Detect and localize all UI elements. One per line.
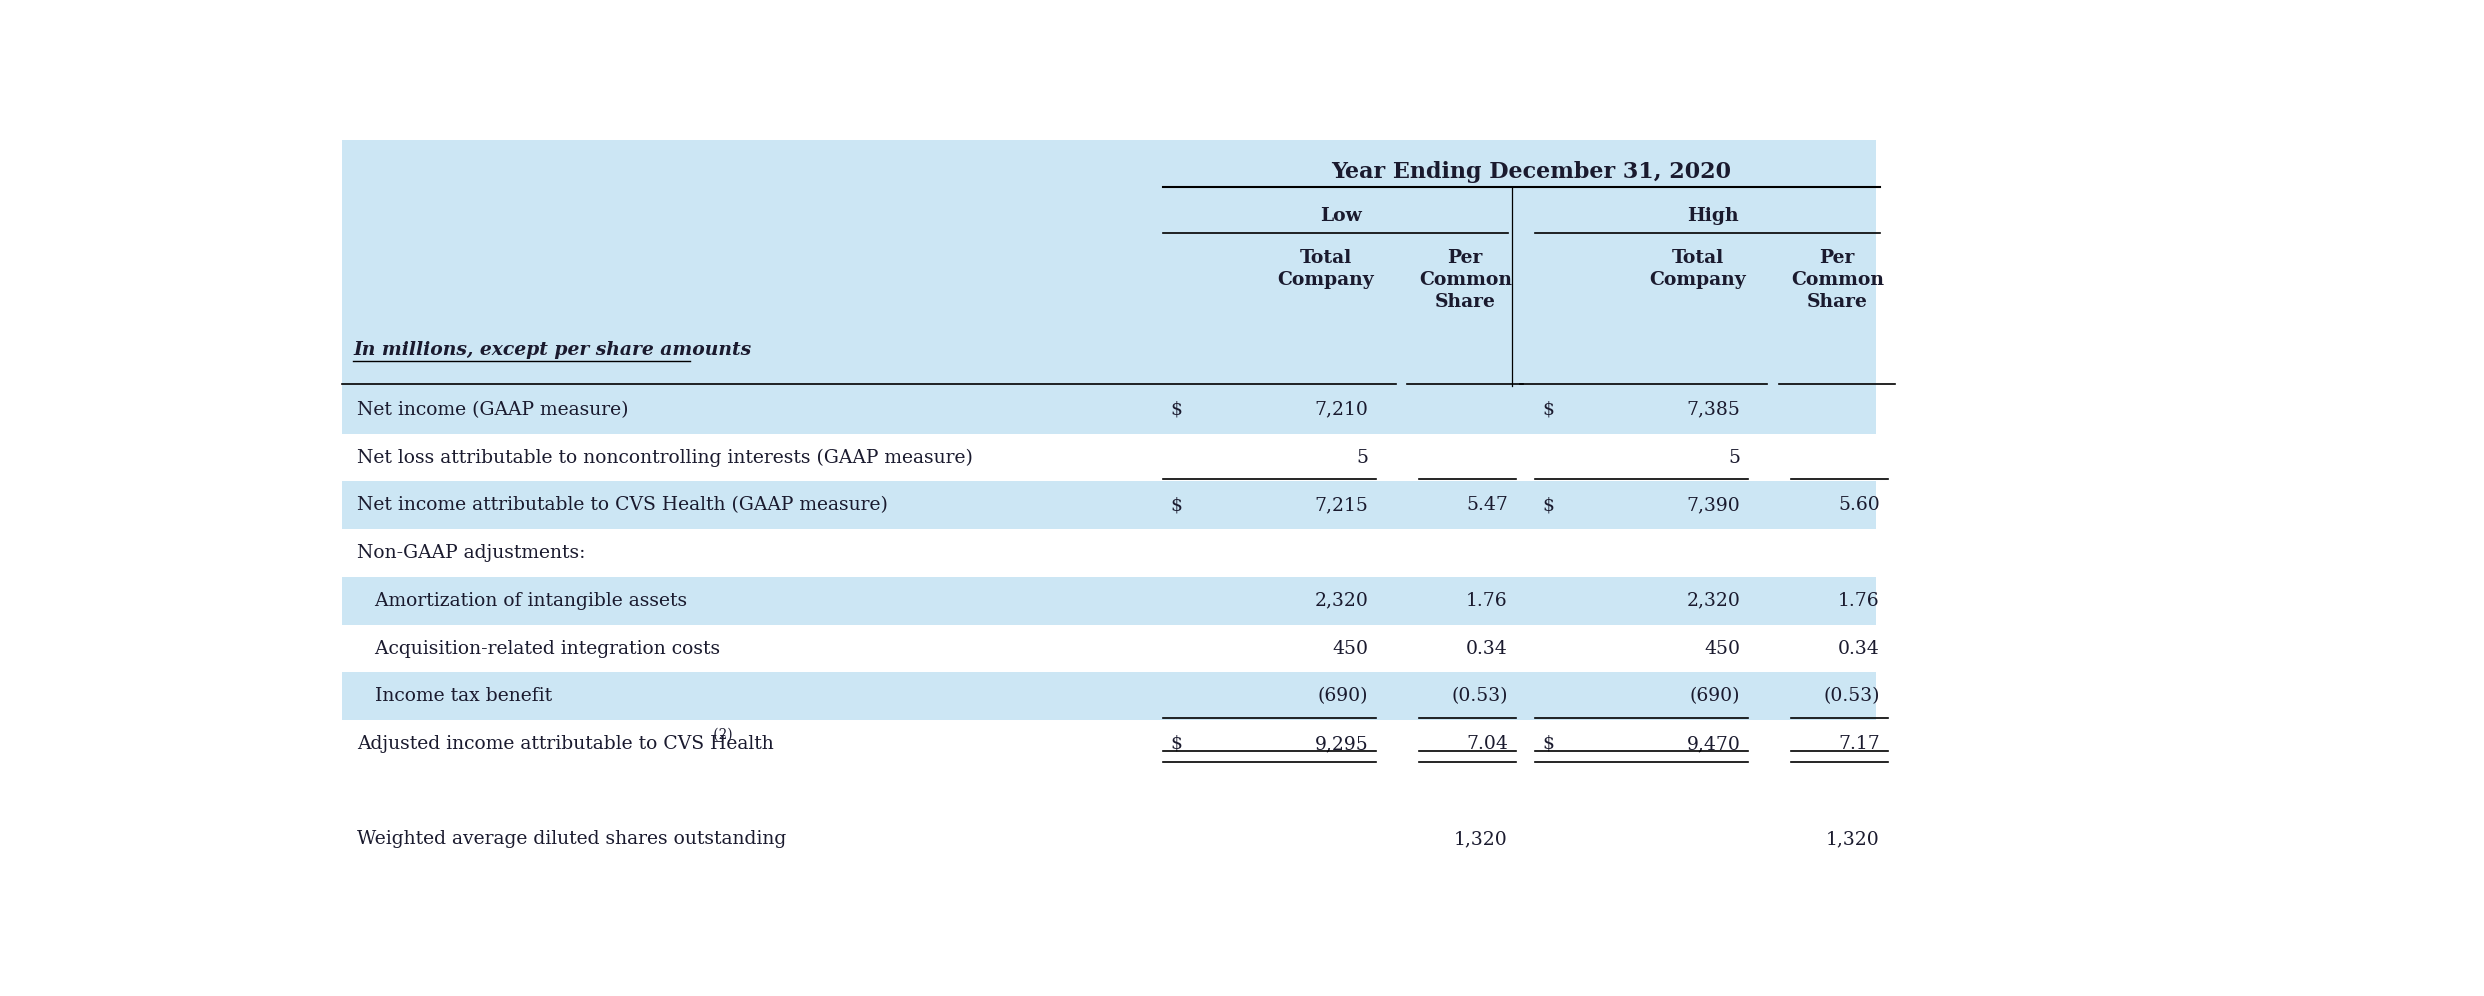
Bar — [340, 768, 1875, 816]
Bar — [340, 577, 1875, 624]
Text: (2): (2) — [708, 728, 733, 742]
Text: $: $ — [1170, 400, 1182, 418]
Text: Net income attributable to CVS Health (GAAP measure): Net income attributable to CVS Health (G… — [358, 496, 887, 514]
Text: Net loss attributable to noncontrolling interests (GAAP measure): Net loss attributable to noncontrolling … — [358, 448, 974, 467]
Text: 1,320: 1,320 — [1453, 831, 1508, 849]
Text: 0.34: 0.34 — [1838, 639, 1880, 657]
Text: High: High — [1687, 207, 1739, 225]
Text: $: $ — [1170, 735, 1182, 753]
Text: Total
Company: Total Company — [1277, 249, 1374, 289]
Text: $: $ — [1543, 400, 1555, 418]
Text: 1.76: 1.76 — [1838, 592, 1880, 610]
Text: Non-GAAP adjustments:: Non-GAAP adjustments: — [358, 544, 586, 562]
Bar — [340, 720, 1875, 768]
Text: Year Ending December 31, 2020: Year Ending December 31, 2020 — [1331, 161, 1731, 183]
Text: (690): (690) — [1689, 687, 1741, 705]
Text: $: $ — [1543, 735, 1555, 753]
Text: (690): (690) — [1319, 687, 1369, 705]
Text: 7.17: 7.17 — [1838, 735, 1880, 753]
Text: (0.53): (0.53) — [1823, 687, 1880, 705]
Text: 0.34: 0.34 — [1466, 639, 1508, 657]
Text: 2,320: 2,320 — [1687, 592, 1741, 610]
Text: 9,470: 9,470 — [1687, 735, 1741, 753]
Text: Weighted average diluted shares outstanding: Weighted average diluted shares outstand… — [358, 831, 787, 849]
Bar — [340, 816, 1875, 864]
Text: 450: 450 — [1331, 639, 1369, 657]
Text: 7,215: 7,215 — [1314, 496, 1369, 514]
Text: 7.04: 7.04 — [1466, 735, 1508, 753]
Text: Per
Common
Share: Per Common Share — [1418, 249, 1513, 312]
Text: Low: Low — [1321, 207, 1361, 225]
Bar — [340, 139, 1875, 385]
Text: In millions, except per share amounts: In millions, except per share amounts — [353, 342, 750, 360]
Text: 5.60: 5.60 — [1838, 496, 1880, 514]
Bar — [340, 481, 1875, 529]
Text: 5.47: 5.47 — [1466, 496, 1508, 514]
Bar — [340, 624, 1875, 672]
Text: Per
Common
Share: Per Common Share — [1791, 249, 1883, 312]
Text: Net income (GAAP measure): Net income (GAAP measure) — [358, 400, 628, 418]
Bar — [340, 385, 1875, 433]
Text: Acquisition-related integration costs: Acquisition-related integration costs — [358, 639, 720, 657]
Text: 1.76: 1.76 — [1466, 592, 1508, 610]
Bar — [340, 672, 1875, 720]
Bar — [340, 529, 1875, 577]
Text: (0.53): (0.53) — [1451, 687, 1508, 705]
Text: 7,385: 7,385 — [1687, 400, 1741, 418]
Text: Income tax benefit: Income tax benefit — [358, 687, 551, 705]
Text: 1,320: 1,320 — [1826, 831, 1880, 849]
Text: $: $ — [1543, 496, 1555, 514]
Bar — [340, 433, 1875, 481]
Text: 9,295: 9,295 — [1314, 735, 1369, 753]
Text: 5: 5 — [1729, 448, 1741, 466]
Text: Amortization of intangible assets: Amortization of intangible assets — [358, 592, 688, 610]
Text: $: $ — [1170, 496, 1182, 514]
Text: 450: 450 — [1704, 639, 1741, 657]
Text: Total
Company: Total Company — [1649, 249, 1746, 289]
Text: Adjusted income attributable to CVS Health: Adjusted income attributable to CVS Heal… — [358, 735, 773, 753]
Text: 7,390: 7,390 — [1687, 496, 1741, 514]
Text: 2,320: 2,320 — [1314, 592, 1369, 610]
Text: 7,210: 7,210 — [1314, 400, 1369, 418]
Text: 5: 5 — [1356, 448, 1369, 466]
